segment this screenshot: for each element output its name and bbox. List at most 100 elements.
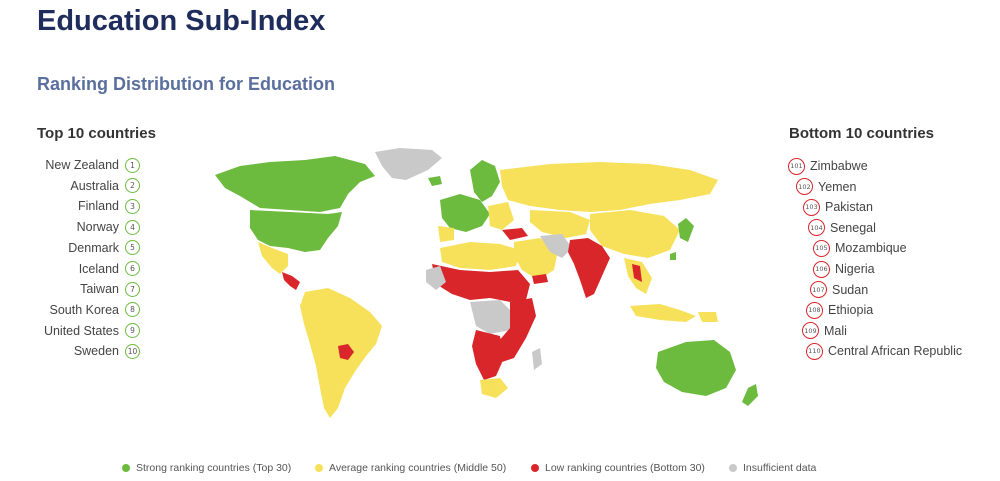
top-country-row: Norway 4	[77, 217, 140, 237]
top-country-row: South Korea 8	[49, 300, 140, 320]
legend-dot-icon	[315, 464, 323, 472]
top-country-row: Finland 3	[78, 196, 140, 216]
bottom-country-name: Mali	[824, 323, 847, 338]
region-central-america	[282, 272, 300, 290]
region-east-africa	[498, 298, 536, 362]
bottom-country-row: 103 Pakistan	[803, 197, 873, 217]
top-country-row: New Zealand 1	[45, 155, 140, 175]
top-country-row: Taiwan 7	[80, 279, 140, 299]
region-south-africa	[480, 378, 508, 398]
bottom-rank-badge: 105	[813, 239, 830, 257]
top-country-name: United States	[43, 323, 119, 338]
top-rank-badge: 2	[125, 178, 140, 194]
top-country-name: Iceland	[78, 261, 119, 276]
legend-label: Strong ranking countries (Top 30)	[136, 462, 292, 474]
region-indochina	[632, 264, 642, 282]
top-rank-badge: 4	[125, 219, 140, 235]
region-greenland	[375, 148, 442, 180]
bottom-country-name: Yemen	[818, 179, 857, 194]
top-list-heading: Top 10 countries	[37, 125, 156, 142]
region-central-africa	[470, 300, 514, 334]
bottom-country-name: Pakistan	[825, 200, 873, 215]
bottom-country-row: 106 Nigeria	[813, 259, 875, 279]
map-legend: Strong ranking countries (Top 30) Average…	[0, 462, 1000, 476]
top-country-name: Australia	[70, 178, 119, 193]
top-rank-badge: 10	[125, 343, 140, 359]
top-country-row: Iceland 6	[79, 259, 140, 279]
bottom-rank-badge: 108	[806, 301, 823, 319]
map-subtitle: Ranking Distribution for Education	[37, 74, 335, 94]
bottom-rank-badge: 109	[802, 322, 819, 340]
region-canada	[215, 156, 375, 212]
bottom-country-row: 110 Central African Republic	[806, 341, 962, 361]
region-north-africa	[440, 242, 520, 270]
top-country-name: Finland	[78, 199, 119, 214]
bottom-rank-badge: 110	[806, 342, 823, 360]
top-rank-badge: 5	[125, 240, 140, 256]
bottom-list-heading: Bottom 10 countries	[789, 125, 935, 142]
bottom-country-row: 102 Yemen	[796, 177, 856, 197]
bottom-country-name: Nigeria	[835, 262, 875, 276]
bottom-country-row: 108 Ethiopia	[806, 300, 873, 320]
top-country-name: Sweden	[73, 344, 119, 359]
legend-label: Low ranking countries (Bottom 30)	[545, 462, 705, 474]
region-korea-japan	[678, 218, 694, 242]
top-country-row: United States 9	[44, 321, 140, 341]
legend-dot-icon	[729, 464, 737, 472]
region-madagascar	[532, 348, 542, 370]
region-central-asia	[530, 210, 590, 238]
region-south-asia	[568, 238, 610, 298]
top-country-name: Norway	[76, 220, 119, 235]
top-country-name: Denmark	[68, 240, 119, 255]
bottom-country-name: Zimbabwe	[810, 159, 868, 173]
region-southern-africa	[472, 330, 504, 380]
bottom-rank-badge: 101	[788, 157, 805, 175]
bottom-country-row: 105 Mozambique	[813, 238, 907, 258]
region-iberia	[438, 226, 454, 242]
bottom-country-name: Central African Republic	[828, 344, 963, 359]
region-middle-east	[514, 238, 558, 280]
bottom-country-name: Ethiopia	[828, 303, 874, 318]
region-yemen	[532, 274, 548, 284]
top-country-row: Sweden 10	[74, 341, 140, 361]
region-russia	[500, 162, 718, 212]
top-rank-badge: 1	[125, 157, 140, 173]
region-usa	[250, 210, 342, 252]
legend-item-average: Average ranking countries (Middle 50)	[315, 462, 506, 474]
legend-label: Insufficient data	[743, 462, 817, 474]
top-rank-badge: 8	[125, 302, 140, 318]
world-map-svg	[215, 148, 758, 418]
region-turkey	[502, 228, 528, 240]
region-eastern-europe	[488, 202, 514, 230]
bottom-country-row: 107 Sudan	[810, 280, 868, 300]
region-china	[590, 210, 680, 258]
legend-dot-icon	[531, 464, 539, 472]
bottom-rank-badge: 106	[813, 260, 830, 278]
top-country-row: Denmark 5	[68, 238, 140, 258]
top-country-name: New Zealand	[45, 158, 119, 172]
region-png	[698, 312, 718, 322]
region-taiwan	[670, 252, 676, 260]
world-map	[170, 130, 780, 450]
region-sahel	[432, 264, 530, 302]
top-country-name: South Korea	[49, 302, 120, 317]
bottom-rank-badge: 102	[796, 178, 813, 196]
legend-label: Average ranking countries (Middle 50)	[329, 462, 507, 474]
bottom-country-row: 104 Senegal	[808, 218, 876, 238]
region-iran	[540, 234, 572, 258]
bottom-rank-badge: 103	[803, 198, 820, 216]
region-west-africa-gray	[426, 266, 446, 290]
region-western-europe	[440, 194, 490, 232]
region-iceland	[428, 176, 442, 186]
top-country-name: Taiwan	[80, 282, 119, 297]
legend-item-strong: Strong ranking countries (Top 30)	[122, 462, 291, 474]
bottom-country-row: 109 Mali	[802, 321, 847, 341]
top-country-row: Australia 2	[70, 176, 140, 196]
bottom-country-name: Sudan	[832, 282, 869, 297]
region-australia	[656, 340, 736, 396]
top-rank-badge: 7	[125, 281, 140, 297]
legend-item-low: Low ranking countries (Bottom 30)	[531, 462, 705, 474]
top-rank-badge: 3	[125, 198, 140, 214]
bottom-country-name: Senegal	[830, 220, 876, 235]
bottom-country-row: 101 Zimbabwe	[788, 156, 868, 176]
